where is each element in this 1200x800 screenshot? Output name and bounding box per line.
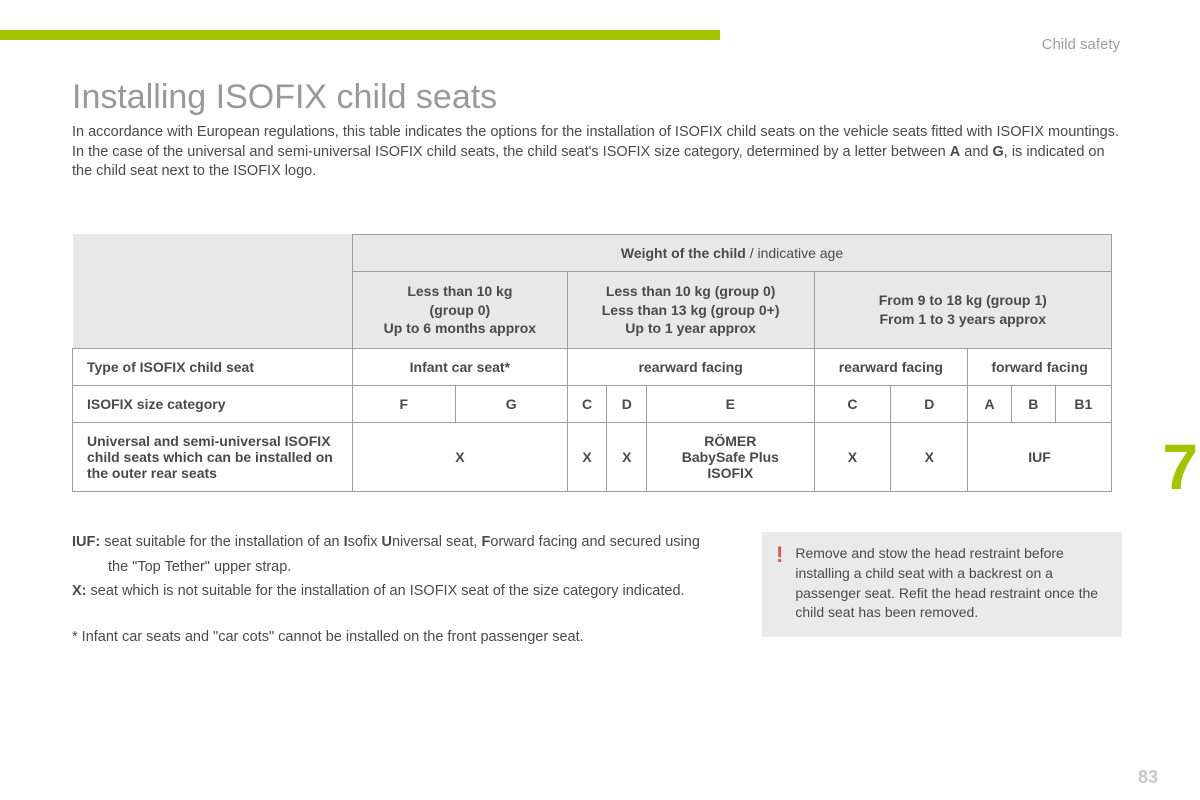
col1-n: Up to 6 months approx: [384, 320, 536, 336]
intro-letter-a: A: [950, 144, 960, 160]
univ-c4-b: IUF: [1028, 449, 1051, 465]
row-size: ISOFIX size category F G C D E C D A B B…: [73, 386, 1112, 423]
size-7: A: [968, 386, 1012, 423]
legend-x-t: seat which is not suitable for the insta…: [87, 583, 685, 599]
legend-iuf-bF: F: [481, 534, 490, 550]
chapter-number: 7: [1162, 430, 1198, 504]
size-6-b: D: [924, 396, 934, 412]
row-type-c2: rearward facing: [567, 349, 814, 386]
univ-c2a: X: [567, 423, 607, 492]
legend-x-b: X:: [72, 583, 87, 599]
univ-c4: IUF: [968, 423, 1112, 492]
row-universal: Universal and semi-universal ISOFIX chil…: [73, 423, 1112, 492]
legend-iuf-t2: sofix: [348, 534, 382, 550]
group-col-2: Less than 10 kg (group 0) Less than 13 k…: [567, 271, 814, 349]
row-type-c3: rearward facing: [814, 349, 968, 386]
size-8-b: B: [1028, 396, 1038, 412]
row-type-c4: forward facing: [968, 349, 1112, 386]
legend-iuf-line2: the "Top Tether" upper strap.: [72, 557, 732, 577]
univ-c3a-b: X: [848, 449, 857, 465]
size-8: B: [1011, 386, 1055, 423]
row-type-c4-b: forward facing: [991, 359, 1087, 375]
univ-c2c-l2: BabySafe Plus: [682, 449, 779, 465]
intro-letter-g: G: [993, 144, 1004, 160]
legend-iuf-b: IUF:: [72, 534, 100, 550]
group-col-3: From 9 to 18 kg (group 1) From 1 to 3 ye…: [814, 271, 1111, 349]
size-6: D: [891, 386, 968, 423]
row-type-c2-b: rearward facing: [638, 359, 742, 375]
row-type-c1: Infant car seat*: [353, 349, 568, 386]
col1-b1: Less than 10 kg: [407, 283, 512, 299]
col2-n: Up to 1 year approx: [625, 320, 756, 336]
size-2: C: [567, 386, 607, 423]
univ-c1: X: [353, 423, 568, 492]
size-9: B1: [1055, 386, 1111, 423]
univ-c3a: X: [814, 423, 891, 492]
section-label: Child safety: [1042, 36, 1120, 53]
row-univ-label: Universal and semi-universal ISOFIX chil…: [73, 423, 353, 492]
table-header-groups: Less than 10 kg (group 0) Up to 6 months…: [73, 271, 1112, 349]
table-header-weight: Weight of the child / indicative age: [73, 234, 1112, 271]
size-2-b: C: [582, 396, 592, 412]
intro-text: In accordance with European regulations,…: [72, 123, 1122, 182]
weight-header: Weight of the child / indicative age: [353, 234, 1112, 271]
size-4: E: [647, 386, 814, 423]
row-type: Type of ISOFIX child seat Infant car sea…: [73, 349, 1112, 386]
intro-line2a: In the case of the universal and semi-un…: [72, 144, 950, 160]
isofix-table: Weight of the child / indicative age Les…: [72, 234, 1112, 493]
size-3: D: [607, 386, 647, 423]
univ-c3b-b: X: [925, 449, 934, 465]
size-0-b: F: [400, 396, 409, 412]
size-0: F: [353, 386, 456, 423]
col2-b2: Less than 13 kg (group 0+): [602, 302, 780, 318]
intro-line1: In accordance with European regulations,…: [72, 124, 1119, 140]
size-7-b: A: [984, 396, 994, 412]
legend-iuf-t1: seat suitable for the installation of an: [100, 534, 343, 550]
size-3-b: D: [622, 396, 632, 412]
univ-c2b-b: X: [622, 449, 631, 465]
row-type-c3-b: rearward facing: [839, 359, 943, 375]
univ-c2c-l1: RÖMER: [704, 433, 756, 449]
univ-c2c-l3: ISOFIX: [707, 465, 753, 481]
univ-c1-b: X: [455, 449, 464, 465]
page-title: Installing ISOFIX child seats: [72, 78, 1122, 117]
weight-header-bold: Weight of the child: [621, 245, 746, 261]
warning-text: Remove and stow the head restraint befor…: [795, 544, 1108, 622]
warning-icon: !: [776, 544, 783, 622]
accent-top-bar: [0, 30, 720, 40]
page-content: Installing ISOFIX child seats In accorda…: [72, 78, 1122, 652]
col2-b1: Less than 10 kg (group 0): [606, 283, 776, 299]
size-5-b: C: [847, 396, 857, 412]
univ-c2c: RÖMER BabySafe Plus ISOFIX: [647, 423, 814, 492]
size-4-b: E: [726, 396, 735, 412]
page-number: 83: [1138, 767, 1158, 788]
row-type-label: Type of ISOFIX child seat: [73, 349, 353, 386]
size-5: C: [814, 386, 891, 423]
row-size-label: ISOFIX size category: [73, 386, 353, 423]
univ-c3b: X: [891, 423, 968, 492]
legend-star: * Infant car seats and "car cots" cannot…: [72, 627, 732, 647]
warning-callout: ! Remove and stow the head restraint bef…: [762, 532, 1122, 636]
group-col-1: Less than 10 kg (group 0) Up to 6 months…: [353, 271, 568, 349]
weight-header-rest: / indicative age: [746, 245, 843, 261]
size-1-b: G: [506, 396, 517, 412]
row-type-c1-b: Infant car seat*: [410, 359, 510, 375]
legend-iuf-t3: niversal seat,: [392, 534, 481, 550]
col1-b2: (group 0): [430, 302, 491, 318]
legend: IUF: seat suitable for the installation …: [72, 532, 732, 651]
univ-c2a-b: X: [582, 449, 591, 465]
univ-c2b: X: [607, 423, 647, 492]
size-1: G: [455, 386, 567, 423]
legend-iuf-t4: orward facing and secured using: [490, 534, 700, 550]
size-9-b: B1: [1074, 396, 1092, 412]
col3-b: From 9 to 18 kg (group 1): [879, 292, 1047, 308]
col3-n: From 1 to 3 years approx: [880, 311, 1047, 327]
legend-iuf-bU: U: [382, 534, 392, 550]
intro-mid: and: [960, 144, 992, 160]
